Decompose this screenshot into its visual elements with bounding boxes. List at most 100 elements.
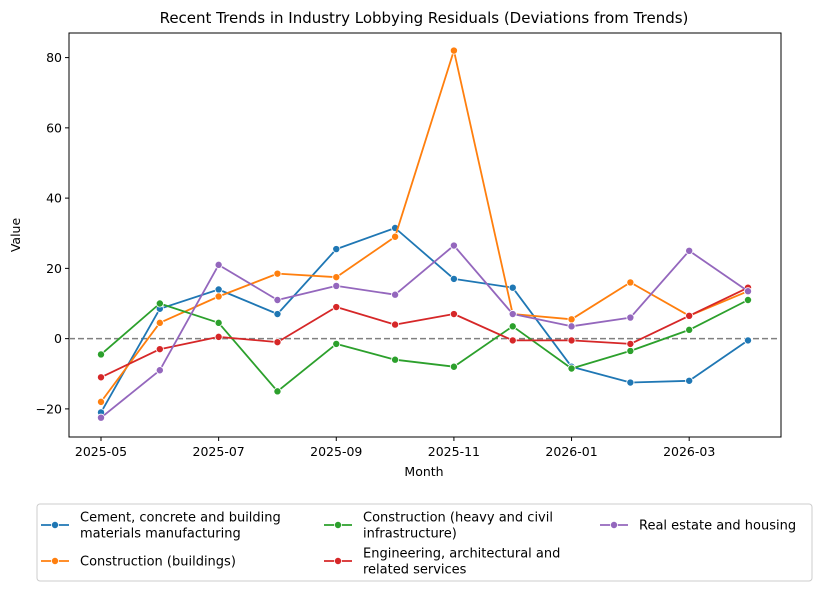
chart-title: Recent Trends in Industry Lobbying Resid… [160,9,689,27]
legend-item: Construction (buildings) [41,555,236,570]
legend-label-line: Construction (heavy and civil [363,511,553,526]
series-1 [97,46,753,406]
data-point [449,362,458,371]
legend-label-line: related services [363,563,467,578]
legend-label-line: Cement, concrete and building [80,511,281,526]
data-point [567,364,576,373]
data-point [626,378,635,387]
x-tick-label: 2025-07 [193,444,245,459]
data-point [97,373,106,382]
x-axis-title: Month [404,464,443,479]
y-tick-label: 0 [54,331,62,346]
data-point [214,285,223,294]
legend-label: Construction (heavy and civil infrastruct… [363,511,553,542]
data-point [567,322,576,331]
data-point [391,232,400,241]
data-point [332,339,341,348]
series-line [100,286,749,379]
data-point [685,246,694,255]
data-point [273,310,282,319]
plot-area: −20 0 20 40 60 80 2025-05 2025-07 2025-09 2025-1… [36,32,782,459]
data-point [214,292,223,301]
data-point [214,318,223,327]
data-point [685,325,694,334]
legend-swatch-marker [333,521,342,530]
legend-item: Real estate and housing [600,519,796,534]
legend-label: Cement, concrete and building materials m… [80,511,281,542]
data-point [626,313,635,322]
data-point [155,345,164,354]
data-point [508,322,517,331]
data-point [744,295,753,304]
data-point [155,366,164,375]
data-point [508,310,517,319]
data-point [508,336,517,345]
legend-label-line: infrastructure) [363,527,457,542]
y-tick-label: 60 [46,120,62,135]
x-tick-label: 2026-01 [545,444,597,459]
y-tick-label: −20 [36,401,62,416]
series-4 [97,241,753,422]
data-point [391,320,400,329]
data-point [332,281,341,290]
data-point [626,346,635,355]
data-point [685,311,694,320]
data-point [508,283,517,292]
y-tick-label: 20 [46,261,62,276]
data-point [391,355,400,364]
plot-frame [68,32,782,438]
data-point [155,299,164,308]
data-point [449,46,458,55]
data-point [332,245,341,254]
data-point [273,387,282,396]
series-line [100,227,749,413]
legend-label: Construction (buildings) [80,555,236,570]
data-point [97,350,106,359]
legend-swatch-marker [333,557,342,566]
data-point [567,315,576,324]
data-point [214,332,223,341]
data-point [97,397,106,406]
legend-item: Cement, concrete and building materials m… [41,511,281,542]
legend-label-line: Real estate and housing [639,519,796,534]
x-tick-label: 2025-09 [310,444,362,459]
data-point [685,376,694,385]
legend-label-line: Construction (buildings) [80,555,236,570]
y-tick-label: 80 [46,50,62,65]
data-point [155,318,164,327]
series-2 [97,295,753,396]
data-point [626,339,635,348]
legend-swatch-marker [51,557,60,566]
data-point [567,336,576,345]
data-point [391,290,400,299]
data-point [214,260,223,269]
legend-swatch-marker [51,521,60,530]
data-point [626,278,635,287]
x-axis: 2025-05 2025-07 2025-09 2025-11 2026-01 2026-… [75,437,715,459]
x-tick-label: 2025-11 [428,444,480,459]
x-tick-label: 2025-05 [75,444,127,459]
series-line [100,299,749,393]
series-group [97,46,753,422]
data-point [97,413,106,422]
x-tick-label: 2026-03 [663,444,715,459]
series-line [100,49,749,403]
legend-swatch-marker [610,521,619,530]
series-line [100,244,749,419]
legend-label: Real estate and housing [639,519,796,534]
series-3 [97,283,753,382]
data-point [744,287,753,296]
y-axis-title: Value [8,218,23,253]
data-point [332,273,341,282]
data-point [449,310,458,319]
data-point [744,336,753,345]
legend-item: Construction (heavy and civil infrastruct… [324,511,553,542]
data-point [449,241,458,250]
legend: Cement, concrete and building materials m… [36,503,813,582]
data-point [332,303,341,312]
data-point [273,295,282,304]
data-point [449,274,458,283]
y-axis: −20 0 20 40 60 80 [36,50,69,416]
data-point [273,269,282,278]
